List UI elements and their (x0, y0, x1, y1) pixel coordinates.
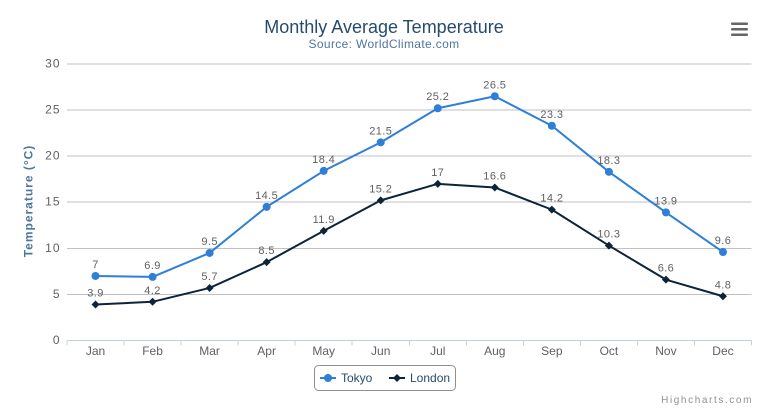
svg-text:Nov: Nov (655, 344, 676, 358)
svg-text:6.9: 6.9 (144, 260, 161, 272)
svg-text:14.5: 14.5 (255, 190, 278, 202)
svg-text:10.3: 10.3 (597, 229, 620, 241)
svg-text:9.5: 9.5 (201, 236, 218, 248)
svg-text:Monthly Average Temperature: Monthly Average Temperature (264, 17, 503, 37)
svg-text:Dec: Dec (712, 344, 733, 358)
svg-text:8.5: 8.5 (258, 245, 275, 257)
svg-text:Tokyo: Tokyo (341, 371, 373, 385)
svg-text:10: 10 (45, 241, 60, 255)
svg-text:18.3: 18.3 (597, 155, 620, 167)
svg-text:4.8: 4.8 (715, 279, 732, 291)
svg-text:9.6: 9.6 (715, 235, 732, 247)
svg-text:6.6: 6.6 (658, 263, 675, 275)
svg-text:18.4: 18.4 (312, 154, 335, 166)
svg-text:25: 25 (45, 103, 60, 117)
svg-text:3.9: 3.9 (87, 288, 104, 300)
svg-text:0: 0 (53, 333, 61, 347)
svg-text:15.2: 15.2 (369, 183, 392, 195)
svg-text:21.5: 21.5 (369, 125, 392, 137)
svg-text:Temperature (°C): Temperature (°C) (22, 145, 36, 258)
svg-text:London: London (410, 371, 450, 385)
svg-text:4.2: 4.2 (144, 285, 161, 297)
svg-text:13.9: 13.9 (654, 195, 677, 207)
svg-text:30: 30 (45, 57, 60, 71)
svg-text:Mar: Mar (199, 344, 220, 358)
svg-text:20: 20 (45, 149, 60, 163)
svg-text:5.7: 5.7 (201, 271, 218, 283)
svg-text:Jul: Jul (430, 344, 445, 358)
svg-text:15: 15 (45, 195, 60, 209)
svg-text:Jun: Jun (371, 344, 390, 358)
svg-text:Oct: Oct (600, 344, 619, 358)
svg-text:Aug: Aug (484, 344, 505, 358)
svg-text:7: 7 (92, 259, 99, 271)
svg-text:16.6: 16.6 (483, 171, 506, 183)
svg-text:May: May (312, 344, 335, 358)
svg-text:17: 17 (431, 167, 444, 179)
svg-text:Jan: Jan (86, 344, 105, 358)
svg-text:Apr: Apr (257, 344, 276, 358)
svg-text:Source: WorldClimate.com: Source: WorldClimate.com (309, 37, 460, 51)
svg-text:11.9: 11.9 (313, 214, 335, 226)
svg-text:23.3: 23.3 (540, 109, 563, 121)
svg-text:Highcharts.com: Highcharts.com (661, 395, 753, 406)
svg-text:14.2: 14.2 (540, 193, 563, 205)
svg-text:25.2: 25.2 (426, 91, 449, 103)
svg-text:Sep: Sep (541, 344, 563, 358)
svg-text:26.5: 26.5 (483, 79, 506, 91)
svg-text:5: 5 (53, 287, 61, 301)
svg-text:Feb: Feb (142, 344, 163, 358)
